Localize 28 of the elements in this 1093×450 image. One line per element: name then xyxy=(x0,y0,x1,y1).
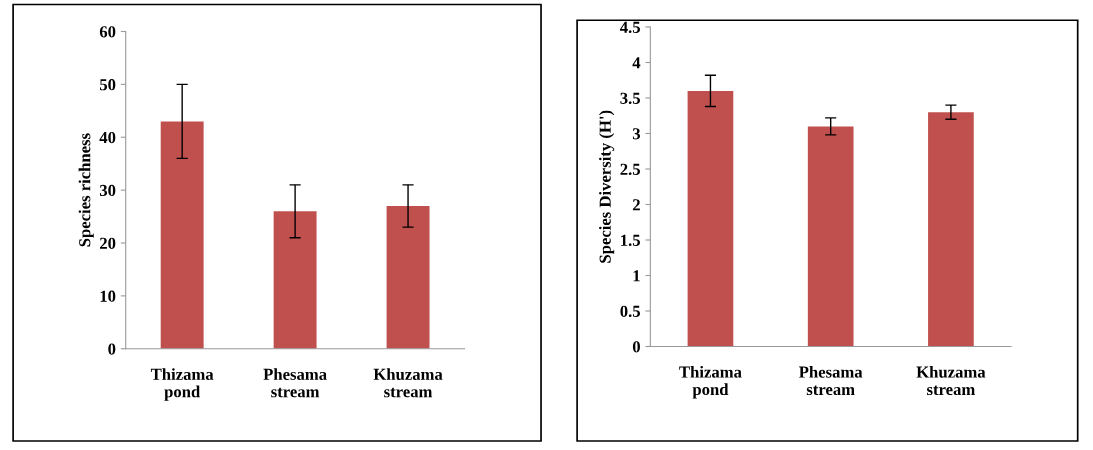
y-tick-label: 1.5 xyxy=(621,234,640,247)
y-tick-label: 4 xyxy=(632,57,641,69)
y-tick-label: 1 xyxy=(633,270,640,282)
y-tick-label: 2.5 xyxy=(620,163,640,176)
x-tick-label: Thizama pond xyxy=(679,365,742,399)
y-tick-label: 3.5 xyxy=(620,92,640,105)
y-tick-label: 20 xyxy=(100,237,116,249)
x-tick-label: Khuzama stream xyxy=(373,368,443,398)
bar xyxy=(386,205,430,349)
y-tick-label: 4.5 xyxy=(620,21,640,34)
y-tick-label: 30 xyxy=(99,184,116,197)
bar xyxy=(160,121,204,349)
x-tick-label: Khuzama stream xyxy=(916,365,986,396)
x-tick-label: Phesama stream xyxy=(263,368,327,398)
y-axis-title: Species richness xyxy=(78,133,94,247)
x-tick-label: Thizama pond xyxy=(150,368,214,401)
x-tick-label: Phesama stream xyxy=(799,365,863,396)
y-tick-label: 60 xyxy=(99,26,116,38)
y-tick-label: 40 xyxy=(99,131,116,144)
y-tick-label: 0.5 xyxy=(620,305,640,318)
y-tick-label: 0 xyxy=(108,343,116,355)
y-tick-label: 10 xyxy=(100,290,116,302)
y-axis-title: Species Diversity (H') xyxy=(599,110,615,263)
y-tick-label: 2 xyxy=(632,199,640,211)
y-tick-label: 3 xyxy=(632,128,641,140)
y-tick-label: 50 xyxy=(99,79,116,91)
bar xyxy=(273,211,317,349)
y-tick-label: 0 xyxy=(632,341,640,353)
